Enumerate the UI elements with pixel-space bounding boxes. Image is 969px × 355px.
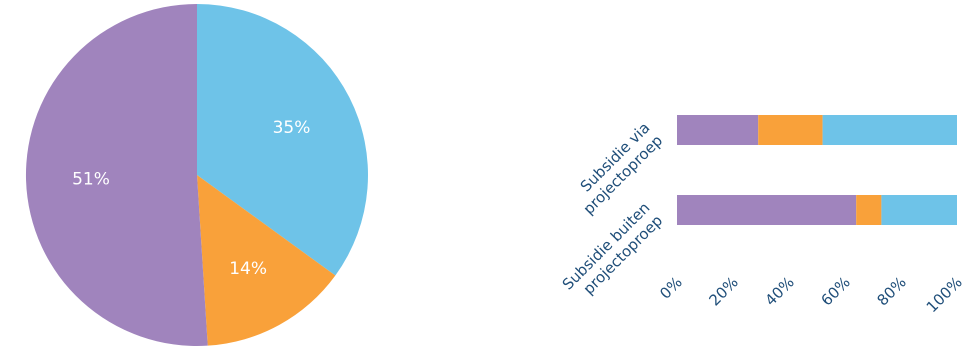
bar-category-label-1: Subsidie buitenprojectoproep (559, 199, 667, 307)
bar-segment-0-0 (677, 115, 759, 145)
bar-x-tick-label-1: 20% (706, 273, 742, 309)
bar-x-tick-label-2: 40% (762, 273, 798, 309)
bar-x-tick-label-5: 100% (923, 273, 966, 316)
pie-slice-label-2: 51% (72, 169, 110, 189)
bar-segment-1-2 (881, 195, 957, 225)
bar-segment-1-0 (677, 195, 857, 225)
bar-segment-1-1 (856, 195, 882, 225)
bar-x-tick-label-3: 60% (818, 273, 854, 309)
pie-slice-1 (197, 175, 336, 346)
bar-segment-0-2 (822, 115, 957, 145)
bar-category-label-0: Subsidie viaprojectoproep (567, 119, 666, 218)
pie-slice-0 (197, 4, 368, 276)
pie-slice-label-0: 35% (273, 118, 311, 138)
bar-segment-0-1 (758, 115, 823, 145)
bar-x-tick-label-0: 0% (656, 273, 686, 303)
pie-slice-2 (25, 3, 208, 346)
bar-x-tick-label-4: 80% (874, 273, 910, 309)
pie-slice-label-1: 14% (229, 259, 267, 279)
